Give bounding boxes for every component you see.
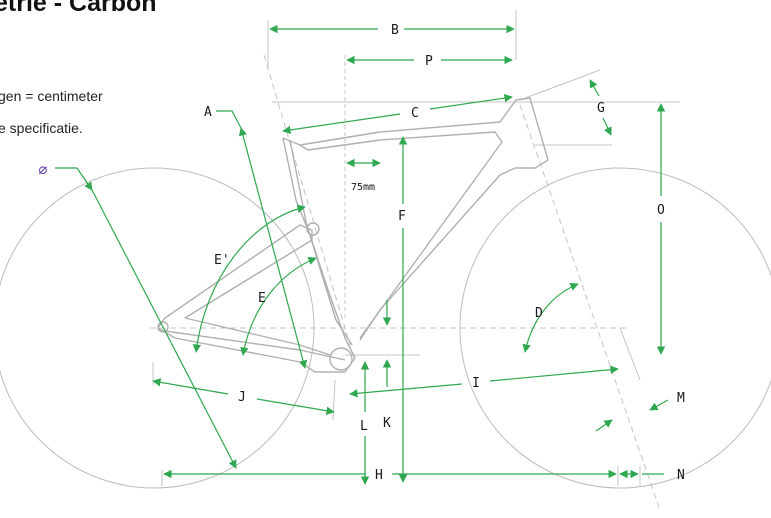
dimension-lines — [55, 24, 669, 485]
label-c: C — [411, 106, 419, 121]
label-e-prime: E' — [214, 253, 230, 268]
label-f: F — [398, 209, 406, 224]
label-h: H — [375, 468, 383, 483]
label-e: E — [258, 291, 266, 306]
label-l: L — [360, 419, 368, 434]
label-a: A — [204, 105, 212, 120]
spec-note: e specificatie. — [0, 120, 83, 136]
label-d: D — [535, 306, 543, 321]
rear-wheel — [0, 167, 315, 489]
label-i: I — [472, 376, 480, 391]
label-p: P — [425, 54, 433, 69]
dimension-labels: B P C G O A 75mm F E' E D I J K L M H N … — [38, 23, 685, 483]
label-b: B — [391, 23, 399, 38]
label-o: O — [657, 203, 665, 218]
label-k: K — [383, 416, 391, 431]
label-g: G — [597, 101, 605, 116]
units-note: gen = centimeter — [0, 88, 103, 104]
label-m: M — [677, 391, 685, 406]
diameter-symbol: ⌀ — [38, 160, 47, 178]
page-title: etrie - Carbon — [0, 0, 157, 17]
label-j: J — [238, 390, 246, 405]
label-75mm: 75mm — [351, 182, 375, 193]
label-n: N — [677, 468, 685, 483]
